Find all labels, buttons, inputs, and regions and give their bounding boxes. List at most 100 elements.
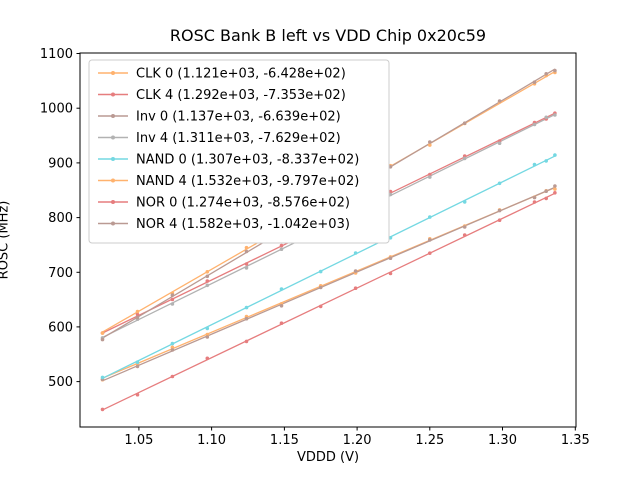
legend-item: CLK 0 (1.121e+03, -6.428e+02) [98, 67, 346, 82]
data-point [462, 121, 467, 125]
x-tick-label: 1.35 [561, 433, 590, 448]
legend-item: NOR 0 (1.274e+03, -8.576e+02) [98, 196, 350, 211]
x-tick-label: 1.05 [124, 433, 153, 448]
data-point [279, 247, 284, 251]
y-tick-label: 1000 [40, 102, 73, 117]
legend-label: NOR 0 (1.274e+03, -8.576e+02) [136, 196, 350, 211]
data-point [135, 360, 140, 365]
data-point [497, 99, 502, 103]
data-point [532, 195, 537, 200]
data-point [544, 189, 548, 193]
y-tick-label: 600 [48, 320, 73, 335]
data-point [170, 293, 175, 297]
legend-label: CLK 0 (1.121e+03, -6.428e+02) [136, 67, 346, 82]
y-tick-label: 700 [48, 266, 73, 281]
data-point [353, 251, 358, 255]
data-point [497, 218, 502, 222]
data-point [205, 326, 210, 331]
data-point [532, 80, 537, 84]
data-point [244, 245, 249, 250]
data-point [318, 285, 323, 290]
data-point [244, 339, 249, 344]
y-tick-label: 900 [48, 156, 73, 171]
data-point [553, 113, 557, 117]
data-point [135, 364, 140, 369]
data-point [532, 122, 537, 127]
y-axis-label: ROSC (MHz) [0, 200, 12, 280]
legend-sample-marker [111, 200, 115, 204]
legend-sample-marker [111, 92, 115, 97]
data-point [205, 335, 210, 339]
data-point [135, 392, 140, 397]
series-points [100, 68, 557, 412]
legend-item: CLK 4 (1.292e+03, -7.353e+02) [98, 88, 346, 103]
data-point [244, 316, 249, 321]
data-point [170, 374, 175, 379]
legend-item: NOR 4 (1.582e+03, -1.042e+03) [98, 217, 350, 232]
legend-label: Inv 4 (1.311e+03, -7.629e+02) [136, 131, 341, 146]
data-point [205, 270, 210, 274]
data-point [544, 159, 548, 163]
data-point [388, 271, 393, 276]
series-line-6 [102, 192, 556, 411]
data-point [428, 215, 432, 219]
data-point [428, 175, 432, 179]
x-tick-label: 1.15 [270, 433, 299, 448]
data-point [244, 249, 249, 254]
legend-label: Inv 0 (1.137e+03, -6.639e+02) [136, 110, 341, 125]
data-point [553, 184, 557, 188]
x-axis-label: VDDD (V) [296, 450, 360, 465]
data-point [532, 200, 537, 204]
data-point [279, 287, 284, 291]
data-point [135, 309, 140, 314]
axes-spine [79, 52, 577, 428]
data-point [244, 262, 249, 266]
data-point [462, 233, 467, 237]
data-point [353, 269, 358, 273]
data-point [135, 315, 140, 320]
data-point [462, 225, 467, 229]
legend-label: NAND 4 (1.532e+03, -9.797e+02) [136, 174, 359, 189]
data-point [318, 269, 323, 274]
data-point [544, 115, 548, 120]
x-tick-label: 1.20 [343, 433, 372, 448]
x-axis-ticks: 1.05 1.10 1.15 1.20 1.25 1.30 1.35 [124, 427, 590, 448]
data-point [279, 304, 284, 308]
data-point [170, 297, 175, 302]
data-point [544, 72, 548, 76]
data-point [428, 140, 432, 144]
data-point [388, 165, 393, 169]
legend-box [88, 59, 390, 244]
data-point [100, 337, 105, 342]
data-point [244, 266, 249, 270]
y-tick-label: 800 [48, 211, 73, 226]
data-point [553, 68, 557, 73]
x-tick-label: 1.30 [488, 433, 517, 448]
legend-item: NAND 4 (1.532e+03, -9.797e+02) [98, 174, 359, 189]
data-point [532, 162, 537, 167]
series-line-4 [102, 155, 556, 379]
data-point [497, 208, 502, 213]
data-point [205, 356, 210, 361]
data-point [388, 192, 393, 197]
data-point [353, 286, 358, 291]
data-point [428, 238, 432, 242]
data-point [100, 331, 105, 335]
data-point [100, 375, 105, 380]
data-point [388, 256, 393, 261]
chart-title: ROSC Bank B left vs VDD Chip 0x20c59 [169, 26, 487, 45]
y-tick-label: 1100 [40, 47, 73, 62]
data-point [170, 345, 175, 350]
data-point [170, 341, 175, 346]
x-tick-label: 1.10 [197, 433, 226, 448]
y-tick-label: 500 [48, 375, 73, 390]
legend: CLK 0 (1.121e+03, -6.428e+02) CLK 4 (1.29… [88, 59, 390, 244]
data-point [170, 348, 175, 352]
data-point [553, 153, 557, 157]
data-point [428, 251, 432, 255]
data-point [170, 302, 175, 306]
data-point [428, 172, 432, 177]
legend-sample-marker [111, 71, 115, 75]
